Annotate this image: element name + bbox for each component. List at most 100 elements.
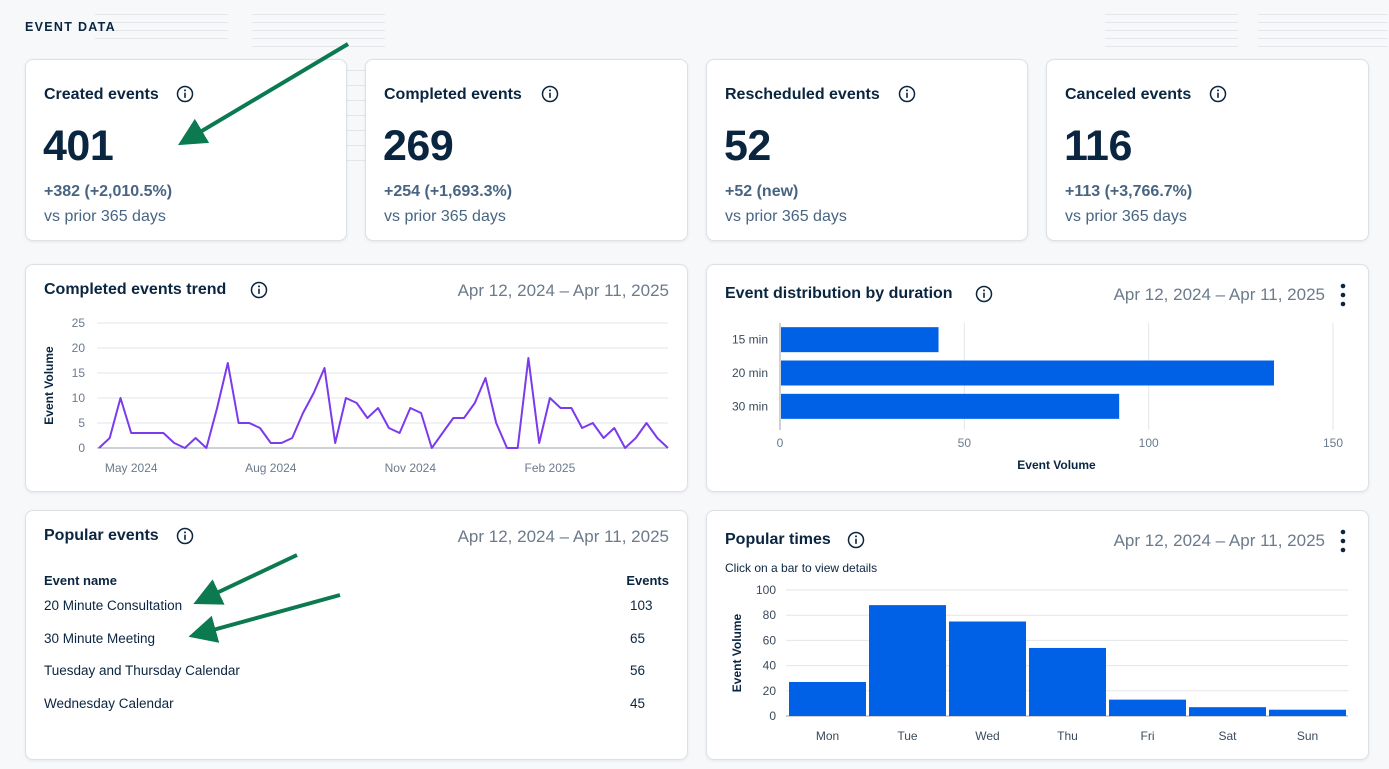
data-point: [429, 446, 434, 451]
data-point: [655, 436, 660, 441]
card-title: Completed events trend: [44, 281, 227, 298]
info-icon[interactable]: [1209, 85, 1227, 103]
duration-bar-chart[interactable]: 0 50 100 150 15 min 20 min 30 min Event Volume: [707, 265, 1368, 491]
data-point: [97, 446, 102, 451]
card-title: Event distribution by duration: [725, 285, 953, 302]
y-axis-label: Event Volume: [42, 346, 56, 425]
data-point: [107, 436, 112, 441]
data-point: [322, 366, 327, 371]
kpi-comparison: vs prior 365 days: [1065, 208, 1187, 225]
data-point: [386, 426, 391, 431]
trend-card: Completed events trend Apr 12, 2024 – Ap…: [25, 264, 688, 492]
bar[interactable]: [1189, 707, 1266, 716]
x-tick-label: Aug 2024: [245, 461, 297, 475]
data-point: [590, 421, 595, 426]
event-count: 56: [630, 663, 646, 678]
data-point: [376, 406, 381, 411]
x-tick-label: Tue: [897, 729, 918, 743]
info-icon[interactable]: [847, 531, 865, 549]
more-options-icon[interactable]: [1338, 282, 1348, 308]
x-tick-label: Feb 2025: [525, 461, 576, 475]
data-point: [150, 431, 155, 436]
data-point: [182, 446, 187, 451]
x-tick-label: Fri: [1141, 729, 1155, 743]
y-tick-label: 0: [78, 441, 85, 455]
kpi-title: Rescheduled events: [725, 86, 880, 103]
kpi-value: 401: [43, 122, 114, 170]
data-point: [537, 441, 542, 446]
data-point: [311, 391, 316, 396]
bar[interactable]: [949, 621, 1026, 717]
bar[interactable]: [869, 605, 946, 716]
data-point: [558, 406, 563, 411]
data-point: [354, 401, 359, 406]
info-icon[interactable]: [176, 85, 194, 103]
bar[interactable]: [789, 681, 866, 716]
chart-subtitle: Click on a bar to view details: [725, 561, 878, 575]
kpi-value: 269: [383, 122, 454, 170]
info-icon[interactable]: [250, 281, 268, 299]
data-point: [451, 416, 456, 421]
data-point: [204, 446, 209, 451]
bar[interactable]: [1109, 699, 1186, 716]
section-title: EVENT DATA: [25, 20, 117, 34]
card-title: Popular events: [44, 527, 159, 544]
y-tick-label: 15 min: [732, 333, 768, 347]
column-header-events: Events: [626, 573, 669, 588]
data-point: [215, 406, 220, 411]
x-axis-label: Event Volume: [1017, 458, 1096, 472]
data-point: [419, 411, 424, 416]
data-point: [225, 361, 230, 366]
kpi-card-canceled: Canceled events 116 +113 (+3,766.7%) vs …: [1046, 59, 1369, 241]
x-tick-label: Mon: [816, 729, 839, 743]
card-title: Popular times: [725, 531, 831, 548]
data-point: [258, 426, 263, 431]
y-tick-label: 100: [756, 583, 776, 597]
kpi-title: Completed events: [384, 86, 522, 103]
data-point: [333, 441, 338, 446]
data-point: [504, 446, 509, 451]
data-point: [118, 396, 123, 401]
data-point: [623, 446, 628, 451]
data-point: [526, 356, 531, 361]
x-tick-label: Sun: [1297, 729, 1318, 743]
data-point: [279, 441, 284, 446]
kpi-comparison: vs prior 365 days: [384, 208, 506, 225]
data-point: [139, 431, 144, 436]
info-icon[interactable]: [176, 527, 194, 545]
info-icon[interactable]: [898, 85, 916, 103]
more-options-icon[interactable]: [1338, 528, 1348, 554]
date-range: Apr 12, 2024 – Apr 11, 2025: [1113, 285, 1325, 304]
kpi-value: 116: [1064, 122, 1132, 170]
y-tick-label: 15: [72, 366, 86, 380]
data-point: [612, 426, 617, 431]
event-name[interactable]: Tuesday and Thursday Calendar: [44, 663, 240, 678]
info-icon[interactable]: [975, 285, 993, 303]
y-tick-label: 20: [763, 684, 777, 698]
kpi-title: Canceled events: [1065, 86, 1192, 103]
kpi-comparison: vs prior 365 days: [725, 208, 847, 225]
data-point: [580, 426, 585, 431]
event-name[interactable]: 20 Minute Consultation: [44, 598, 183, 613]
bar[interactable]: [1029, 647, 1106, 716]
kpi-value: 52: [724, 122, 771, 170]
data-point: [547, 396, 552, 401]
bar[interactable]: [1269, 709, 1346, 716]
y-tick-label: 10: [72, 391, 86, 405]
x-tick-label: Wed: [975, 729, 999, 743]
data-point: [472, 401, 477, 406]
event-name[interactable]: 30 Minute Meeting: [44, 631, 156, 646]
data-point: [494, 421, 499, 426]
bar: [781, 360, 1275, 386]
info-icon[interactable]: [541, 85, 559, 103]
kpi-delta: +382 (+2,010.5%): [44, 183, 173, 200]
popular-times-bar-chart[interactable]: 0 20 40 60 80 100 Event Volume Mon Tue Wed Thu Fri S…: [707, 511, 1368, 759]
data-point: [193, 436, 198, 441]
event-count: 65: [630, 631, 646, 646]
date-range: Apr 12, 2024 – Apr 11, 2025: [1113, 531, 1325, 550]
event-count: 45: [630, 696, 646, 711]
trend-line-chart[interactable]: 0 5 10 15 20 25 May 2024 Aug 2024 Nov 2024 Feb 20…: [26, 265, 687, 491]
event-name[interactable]: Wednesday Calendar: [44, 696, 174, 711]
data-point: [644, 421, 649, 426]
data-point: [343, 396, 348, 401]
